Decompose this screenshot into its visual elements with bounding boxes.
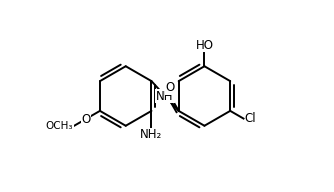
Text: O: O <box>165 81 175 94</box>
Text: Cl: Cl <box>244 112 256 125</box>
Text: NH: NH <box>156 89 174 103</box>
Text: NH₂: NH₂ <box>140 128 163 141</box>
Text: OCH₃: OCH₃ <box>46 121 73 131</box>
Text: HO: HO <box>195 39 213 52</box>
Text: O: O <box>81 113 91 126</box>
